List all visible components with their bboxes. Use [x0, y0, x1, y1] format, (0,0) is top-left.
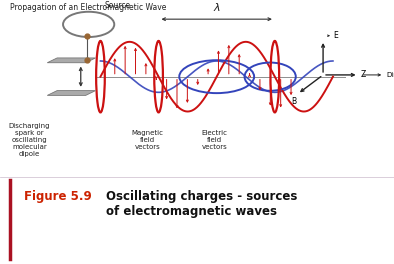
- Polygon shape: [47, 58, 95, 63]
- Text: λ: λ: [214, 3, 220, 13]
- Text: Oscillating charges - sources
of electromagnetic waves: Oscillating charges - sources of electro…: [106, 190, 298, 218]
- Text: Electric
field
vectors: Electric field vectors: [202, 130, 228, 150]
- Text: B: B: [291, 97, 296, 106]
- Text: Figure 5.9: Figure 5.9: [24, 190, 95, 203]
- Text: Source: Source: [104, 1, 130, 10]
- Text: Discharging
spark or
oscillating
molecular
dipole: Discharging spark or oscillating molecul…: [9, 123, 50, 157]
- Text: Direction: Direction: [386, 72, 394, 78]
- Polygon shape: [47, 91, 95, 95]
- Text: Propagation of an Electromagnetic Wave: Propagation of an Electromagnetic Wave: [10, 3, 166, 12]
- Text: Magnetic
field
vectors: Magnetic field vectors: [132, 130, 164, 150]
- Text: E: E: [333, 31, 338, 40]
- Text: Z: Z: [361, 70, 366, 79]
